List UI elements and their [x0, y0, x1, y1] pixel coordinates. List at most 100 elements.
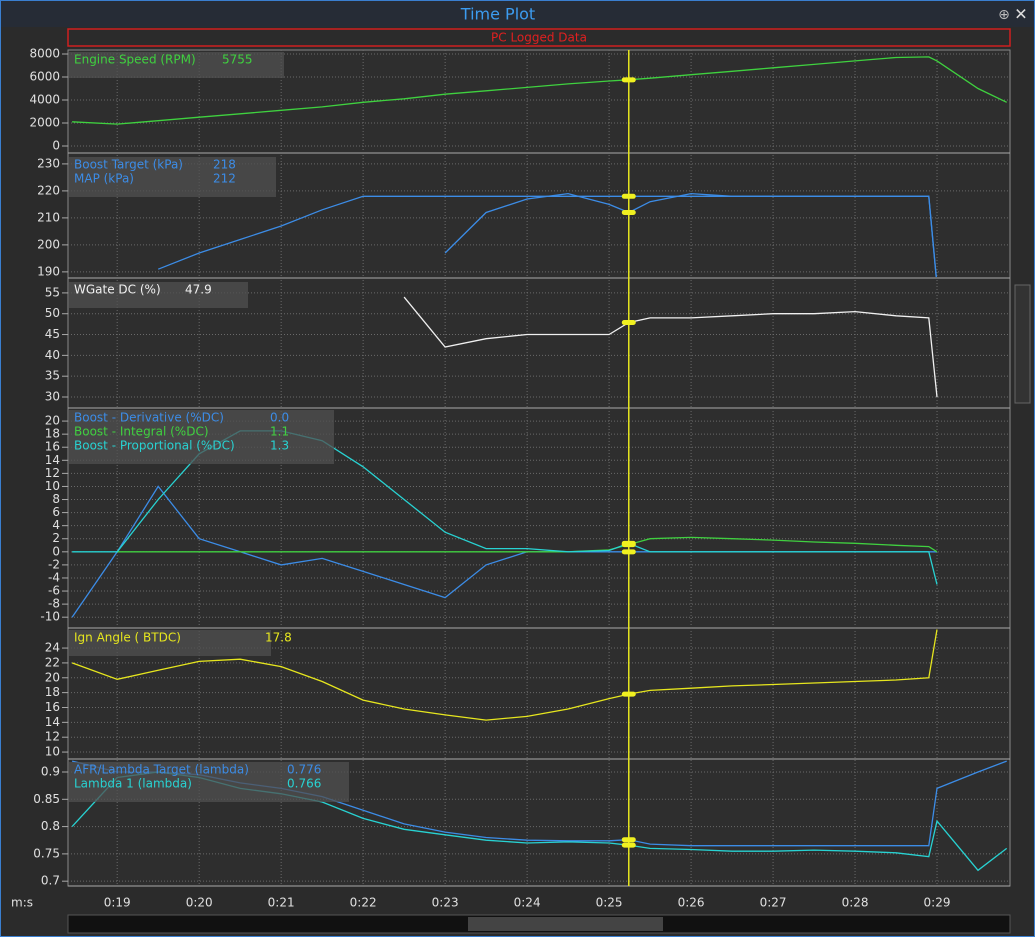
y-tick-label: 0	[52, 544, 60, 558]
readout-value: 0.776	[287, 763, 321, 777]
legend-name: Engine Speed (RPM)	[74, 53, 196, 67]
legend-name: Boost Target (kPa)	[74, 158, 183, 172]
y-tick-label: 0.9	[41, 765, 60, 779]
y-tick-label: 0.75	[33, 846, 60, 860]
readout-value: 1.3	[270, 439, 289, 453]
y-tick-label: 14	[45, 715, 60, 729]
y-tick-label: 210	[37, 210, 60, 224]
window-title: Time Plot	[460, 5, 535, 24]
x-tick-label: 0:26	[678, 896, 705, 910]
y-tick-label: 8000	[29, 47, 60, 61]
x-tick-label: 0:25	[596, 896, 623, 910]
vertical-scrollbar[interactable]	[1014, 284, 1031, 404]
y-tick-label: 10	[45, 479, 60, 493]
legend-name: Ign Angle ( BTDC)	[74, 631, 181, 645]
series-line	[444, 192, 937, 277]
y-tick-label: 12	[45, 730, 60, 744]
y-tick-label: 4	[52, 518, 60, 532]
y-tick-label: 220	[37, 183, 60, 197]
y-tick-label: 6000	[29, 70, 60, 84]
y-tick-label: 30	[45, 390, 60, 404]
legend-box	[69, 282, 248, 308]
y-tick-label: 0.7	[41, 874, 60, 888]
close-button[interactable]: ✕	[1014, 5, 1027, 24]
y-tick-label: 0.8	[41, 819, 60, 833]
y-tick-label: 45	[45, 327, 60, 341]
legend-name: Lambda 1 (lambda)	[74, 777, 192, 791]
legend-name: WGate DC (%)	[74, 283, 161, 297]
y-tick-label: 20	[45, 670, 60, 684]
y-tick-label: 16	[45, 440, 60, 454]
cursor-marker	[621, 319, 636, 325]
legend-name: AFR/Lambda Target (lambda)	[74, 763, 249, 777]
cursor-marker	[621, 77, 636, 83]
y-tick-label: 8	[52, 492, 60, 506]
scrollbar-thumb[interactable]	[468, 917, 663, 931]
y-tick-label: 50	[45, 306, 60, 320]
cursor-marker	[621, 193, 636, 199]
readout-value: 1.1	[270, 425, 289, 439]
title-bar	[1, 1, 1034, 27]
y-tick-label: 18	[45, 685, 60, 699]
cursor-marker	[621, 209, 636, 215]
readout-value: 0.766	[287, 777, 321, 791]
series-line	[72, 56, 1007, 125]
x-tick-label: 0:21	[268, 896, 295, 910]
y-tick-label: 6	[52, 505, 60, 519]
y-tick-label: 10	[45, 745, 60, 759]
readout-value: 47.9	[185, 283, 212, 297]
x-axis-label: m:s	[11, 896, 33, 910]
legend-box	[69, 52, 284, 78]
y-tick-label: 190	[37, 264, 60, 278]
series-line	[71, 629, 938, 721]
x-tick-label: 0:24	[514, 896, 541, 910]
y-tick-label: 16	[45, 700, 60, 714]
readout-value: 218	[213, 158, 236, 172]
banner-box	[67, 28, 1011, 47]
readout-value: 17.8	[265, 631, 292, 645]
y-tick-label: 2	[52, 531, 60, 545]
y-tick-label: 12	[45, 466, 60, 480]
legend-name: MAP (kPa)	[74, 172, 134, 186]
y-tick-label: -10	[40, 610, 60, 624]
legend-box	[69, 157, 276, 197]
x-tick-label: 0:20	[186, 896, 213, 910]
readout-value: 0.0	[270, 411, 289, 425]
y-tick-label: 0	[52, 138, 60, 152]
cursor-marker	[621, 837, 636, 843]
move-icon[interactable]: ⊕	[998, 7, 1010, 23]
y-tick-label: 14	[45, 453, 60, 467]
y-tick-label: 22	[45, 655, 60, 669]
banner: PC Logged Data	[491, 31, 587, 45]
cursor-marker	[621, 549, 636, 555]
readout-value: 5755	[222, 53, 253, 67]
x-tick-label: 0:28	[842, 896, 869, 910]
y-tick-label: 18	[45, 427, 60, 441]
legend-name: Boost - Derivative (%DC)	[74, 411, 224, 425]
y-tick-label: -4	[48, 570, 60, 584]
x-tick-label: 0:29	[924, 896, 951, 910]
y-tick-label: 230	[37, 156, 60, 170]
x-tick-label: 0:27	[760, 896, 787, 910]
x-tick-label: 0:22	[350, 896, 377, 910]
legend-name: Boost - Integral (%DC)	[74, 425, 209, 439]
legend-box	[69, 762, 349, 802]
y-tick-label: 55	[45, 285, 60, 299]
y-tick-label: -8	[48, 597, 60, 611]
series-line	[403, 296, 938, 398]
legend-name: Boost - Proportional (%DC)	[74, 439, 235, 453]
x-tick-label: 0:19	[104, 896, 131, 910]
y-tick-label: 200	[37, 237, 60, 251]
cursor-marker	[621, 540, 636, 546]
y-tick-label: 2000	[29, 115, 60, 129]
y-tick-label: 4000	[29, 92, 60, 106]
y-tick-label: 24	[45, 641, 60, 655]
cursor-marker	[621, 842, 636, 848]
y-tick-label: 0.85	[33, 792, 60, 806]
cursor-marker	[621, 691, 636, 697]
legend-box	[69, 630, 271, 656]
y-tick-label: 40	[45, 348, 60, 362]
x-tick-label: 0:23	[432, 896, 459, 910]
legend-box	[69, 410, 334, 464]
readout-value: 212	[213, 172, 236, 186]
